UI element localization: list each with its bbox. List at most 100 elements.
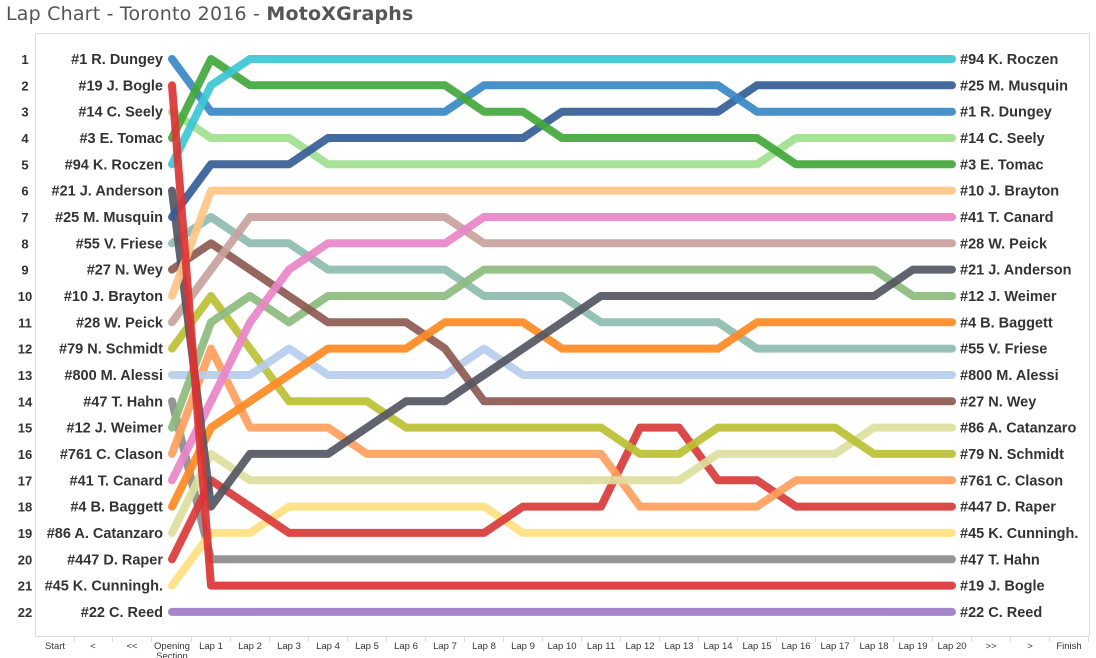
x-tick-label: Lap 12 [625, 641, 654, 652]
position-tick: 21 [18, 579, 32, 594]
position-tick: 18 [18, 500, 32, 515]
x-tick-label: Lap 13 [664, 641, 693, 652]
position-tick: 17 [18, 473, 32, 488]
end-label: #3 E. Tomac [960, 157, 1044, 173]
start-label: #94 K. Roczen [65, 157, 163, 173]
series-line [168, 397, 956, 564]
x-tick-label: Lap 2 [238, 641, 262, 652]
series-line [168, 423, 956, 564]
series-line [168, 344, 956, 379]
series-line [168, 55, 956, 169]
position-tick: 11 [18, 315, 32, 330]
series-line [168, 213, 956, 353]
end-label: #22 C. Reed [960, 605, 1042, 621]
series-line [168, 213, 956, 485]
start-label: #22 C. Reed [81, 605, 163, 621]
start-label: #800 M. Alessi [64, 368, 163, 384]
start-label: #25 M. Musquin [55, 210, 163, 226]
start-label: #86 A. Catanzaro [47, 526, 163, 542]
position-tick: 4 [21, 131, 29, 146]
series-line [168, 55, 956, 169]
series-line [168, 292, 956, 458]
start-label: #4 B. Baggett [70, 500, 163, 516]
series-line [168, 81, 956, 590]
x-tick-label: Section [156, 651, 188, 658]
end-label: #761 C. Clason [960, 473, 1063, 489]
end-label: #19 J. Bogle [960, 579, 1045, 595]
start-label: #19 J. Bogle [78, 78, 163, 94]
start-label: #3 E. Tomac [79, 131, 163, 147]
end-label: #25 M. Musquin [960, 78, 1068, 94]
series-line [168, 107, 956, 169]
x-tick-label: Finish [1056, 641, 1081, 652]
start-label: #14 C. Seely [78, 105, 163, 121]
end-label: #55 V. Friese [960, 342, 1047, 358]
start-label: #41 T. Canard [70, 473, 164, 489]
end-label: #447 D. Raper [960, 500, 1056, 516]
end-label: #47 T. Hahn [960, 552, 1040, 568]
x-tick-label: > [1027, 641, 1033, 652]
x-tick-label: Lap 18 [859, 641, 888, 652]
start-label: #447 D. Raper [67, 552, 163, 568]
end-label: #12 J. Weimer [960, 289, 1057, 305]
start-label: #12 J. Weimer [67, 421, 164, 437]
series-line [168, 186, 956, 511]
x-tick-label: >> [985, 641, 997, 652]
end-label: #1 R. Dungey [960, 105, 1052, 121]
x-tick-label: Lap 15 [742, 641, 771, 652]
position-tick: 16 [18, 447, 32, 462]
x-tick-label: Lap 1 [199, 641, 223, 652]
end-label: #41 T. Canard [960, 210, 1054, 226]
x-tick-label: Lap 14 [703, 641, 732, 652]
end-label: #79 N. Schmidt [960, 447, 1064, 463]
position-tick: 1 [21, 52, 28, 67]
x-tick-label: << [126, 641, 138, 652]
x-tick-label: Lap 11 [587, 641, 615, 652]
x-tick-label: Lap 20 [937, 641, 966, 652]
end-label: #28 W. Peick [960, 236, 1048, 252]
end-label: #800 M. Alessi [960, 368, 1059, 384]
start-label: #21 J. Anderson [52, 184, 163, 200]
position-tick: 13 [18, 368, 32, 383]
position-tick: 12 [18, 342, 32, 357]
x-tick-label: Lap 19 [898, 641, 927, 652]
series-line [168, 318, 956, 511]
x-tick-label: Lap 8 [472, 641, 496, 652]
position-tick: 5 [21, 157, 28, 172]
series-line [168, 55, 956, 116]
x-tick-label: Lap 9 [511, 641, 535, 652]
start-label: #761 C. Clason [60, 447, 163, 463]
position-tick: 14 [18, 394, 33, 409]
start-label: #1 R. Dungey [71, 52, 163, 68]
x-tick-label: Start [45, 641, 65, 652]
series-line [168, 344, 956, 511]
end-label: #10 J. Brayton [960, 184, 1059, 200]
title-text: Lap Chart - Toronto 2016 - [6, 3, 267, 25]
plot-frame [35, 33, 1090, 637]
position-tick: 6 [21, 184, 28, 199]
start-label: #27 N. Wey [87, 263, 163, 279]
x-tick-label: Lap 3 [277, 641, 301, 652]
position-tick: 19 [18, 526, 32, 541]
series-line [168, 239, 956, 406]
x-tick-label: Lap 10 [547, 641, 576, 652]
series-line [168, 502, 956, 590]
position-tick: 9 [21, 263, 28, 278]
x-tick-label: Lap 4 [316, 641, 340, 652]
position-tick: 20 [18, 552, 32, 567]
end-label: #86 A. Catanzaro [960, 421, 1076, 437]
position-tick: 8 [21, 236, 28, 251]
end-label: #94 K. Roczen [960, 52, 1058, 68]
end-label: #45 K. Cunningh. [960, 526, 1078, 542]
x-tick-label: Lap 5 [355, 641, 379, 652]
position-tick: 10 [18, 289, 32, 304]
chart-title: Lap Chart - Toronto 2016 - MotoXGraphs [6, 3, 414, 25]
x-tick-label: Lap 7 [433, 641, 457, 652]
position-tick: 3 [21, 105, 28, 120]
brand-name: MotoXGraphs [266, 3, 414, 25]
start-label: #47 T. Hahn [83, 394, 163, 410]
series-line [168, 213, 956, 327]
series-line [168, 81, 956, 221]
position-tick: 7 [21, 210, 28, 225]
